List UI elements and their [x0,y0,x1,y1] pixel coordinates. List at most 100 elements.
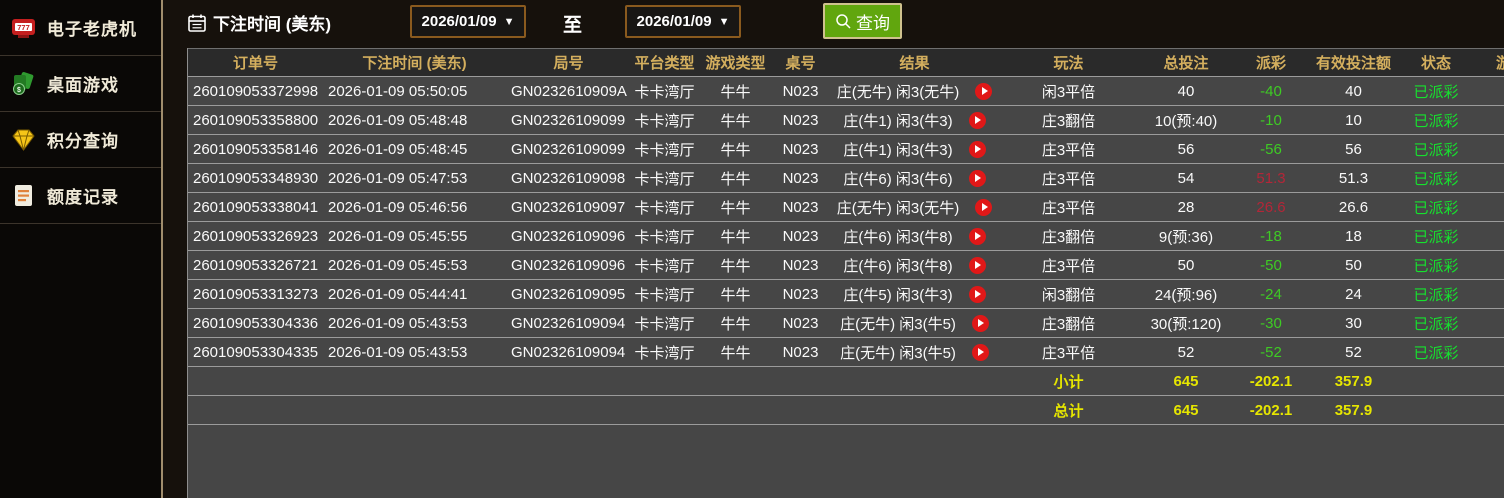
cell-game [1471,192,1504,222]
replay-play-icon[interactable] [971,314,989,332]
cell-table-no: N023 [773,134,828,164]
cell-status: 已派彩 [1401,308,1471,338]
subtotal-valid: 357.9 [1306,366,1401,396]
result-text: 庄(牛6) 闲3(牛6) [843,170,953,188]
cell-play-type: 庄3翻倍 [1001,308,1136,338]
col-header-platform: 平台类型 [631,48,698,77]
cell-table-no: N023 [773,163,828,193]
cell-order-number: 260109053372998 [188,76,323,106]
table-row: 260109053358800 2026-01-09 05:48:48 GN02… [188,105,1504,135]
sidebar-item-label: 桌面游戏 [47,76,119,95]
table-row: 260109053338041 2026-01-09 05:46:56 GN02… [188,192,1504,222]
cell-play-type: 庄3翻倍 [1001,221,1136,251]
svg-text:$: $ [17,87,21,94]
cell-play-type: 庄3平倍 [1001,250,1136,280]
cell-total-bet: 52 [1136,337,1236,367]
sidebar-item-records[interactable]: 额度记录 [0,168,161,224]
subtotal-total: 645 [1136,366,1236,396]
cell-result: 庄(牛1) 闲3(牛3) [828,134,1001,164]
cell-game-type: 牛牛 [698,192,773,222]
cell-status: 已派彩 [1401,337,1471,367]
cell-table-no: N023 [773,337,828,367]
date-from-select[interactable]: 2026/01/09 ▼ [410,5,526,38]
cell-total-bet: 56 [1136,134,1236,164]
query-button[interactable]: 查询 [823,3,902,39]
cell-bet-time: 2026-01-09 05:50:05 [323,76,506,106]
cell-valid-bet: 30 [1306,308,1401,338]
col-header-total-bet: 总投注 [1136,48,1236,77]
replay-play-icon[interactable] [968,111,986,129]
col-header-play: 玩法 [1001,48,1136,77]
cell-game-type: 牛牛 [698,308,773,338]
cell-result: 庄(无牛) 闲3(牛5) [828,337,1001,367]
replay-play-icon[interactable] [975,198,993,216]
main-content: 下注时间 (美东) 2026/01/09 ▼ 至 2026/01/09 ▼ 查询 [165,0,1504,498]
cell-payout: -50 [1236,250,1306,280]
subtotal-label: 小计 [1001,366,1136,396]
cell-valid-bet: 26.6 [1306,192,1401,222]
col-header-result: 结果 [828,48,1001,77]
cell-order-number: 260109053358800 [188,105,323,135]
cell-bet-time: 2026-01-09 05:45:53 [323,250,506,280]
replay-play-icon[interactable] [968,140,986,158]
cell-game [1471,76,1504,106]
cell-game-type: 牛牛 [698,250,773,280]
cell-table-no: N023 [773,192,828,222]
replay-play-icon[interactable] [968,256,986,274]
cell-platform: 卡卡湾厅 [631,192,698,222]
cell-table-no: N023 [773,76,828,106]
result-text: 庄(牛5) 闲3(牛3) [843,286,953,304]
result-text: 庄(牛1) 闲3(牛3) [843,112,953,130]
chevron-down-icon: ▼ [718,15,730,28]
cell-result: 庄(牛6) 闲3(牛6) [828,163,1001,193]
sidebar-item-label: 积分查询 [47,132,119,151]
bet-records-table: 订单号 下注时间 (美东) 局号 平台类型 游戏类型 桌号 结果 玩法 总投注 … [187,48,1504,498]
table-row: 260109053348930 2026-01-09 05:47:53 GN02… [188,163,1504,193]
date-to-select[interactable]: 2026/01/09 ▼ [625,5,741,38]
records-document-icon [10,182,37,209]
grand-total-label: 总计 [1001,395,1136,425]
cell-platform: 卡卡湾厅 [631,221,698,251]
cell-game-type: 牛牛 [698,76,773,106]
sidebar-item-points[interactable]: 积分查询 [0,112,161,168]
cell-round-number: GN02326109097 [506,192,631,222]
cell-payout: -56 [1236,134,1306,164]
result-text: 庄(无牛) 闲3(无牛) [836,199,960,217]
cell-game-type: 牛牛 [698,105,773,135]
table-row: 260109053304336 2026-01-09 05:43:53 GN02… [188,308,1504,338]
col-header-game: 游戏 [1471,48,1504,77]
replay-play-icon[interactable] [968,285,986,303]
cell-game-type: 牛牛 [698,134,773,164]
table-header-row: 订单号 下注时间 (美东) 局号 平台类型 游戏类型 桌号 结果 玩法 总投注 … [188,48,1504,77]
replay-play-icon[interactable] [971,343,989,361]
cell-table-no: N023 [773,250,828,280]
cell-result: 庄(无牛) 闲3(无牛) [828,192,1001,222]
table-row: 260109053326721 2026-01-09 05:45:53 GN02… [188,250,1504,280]
cell-valid-bet: 50 [1306,250,1401,280]
cell-game [1471,308,1504,338]
col-header-game-type: 游戏类型 [698,48,773,77]
cell-status: 已派彩 [1401,250,1471,280]
cell-payout: -30 [1236,308,1306,338]
cell-round-number: GN02326109096 [506,221,631,251]
table-games-icon: $ [10,70,37,97]
cell-platform: 卡卡湾厅 [631,134,698,164]
cell-play-type: 闲3平倍 [1001,76,1136,106]
cell-status: 已派彩 [1401,221,1471,251]
result-text: 庄(无牛) 闲3(无牛) [836,83,960,101]
replay-play-icon[interactable] [975,82,993,100]
cell-payout: 51.3 [1236,163,1306,193]
cell-result: 庄(牛5) 闲3(牛3) [828,279,1001,309]
grand-total-payout: -202.1 [1236,395,1306,425]
cell-platform: 卡卡湾厅 [631,105,698,135]
cell-table-no: N023 [773,221,828,251]
replay-play-icon[interactable] [968,169,986,187]
cell-valid-bet: 52 [1306,337,1401,367]
cell-round-number: GN02326109094 [506,308,631,338]
sidebar-item-slots[interactable]: 777 电子老虎机 [0,0,161,56]
cell-valid-bet: 40 [1306,76,1401,106]
sidebar-item-table-games[interactable]: $ 桌面游戏 [0,56,161,112]
cell-game [1471,134,1504,164]
cell-total-bet: 50 [1136,250,1236,280]
replay-play-icon[interactable] [968,227,986,245]
